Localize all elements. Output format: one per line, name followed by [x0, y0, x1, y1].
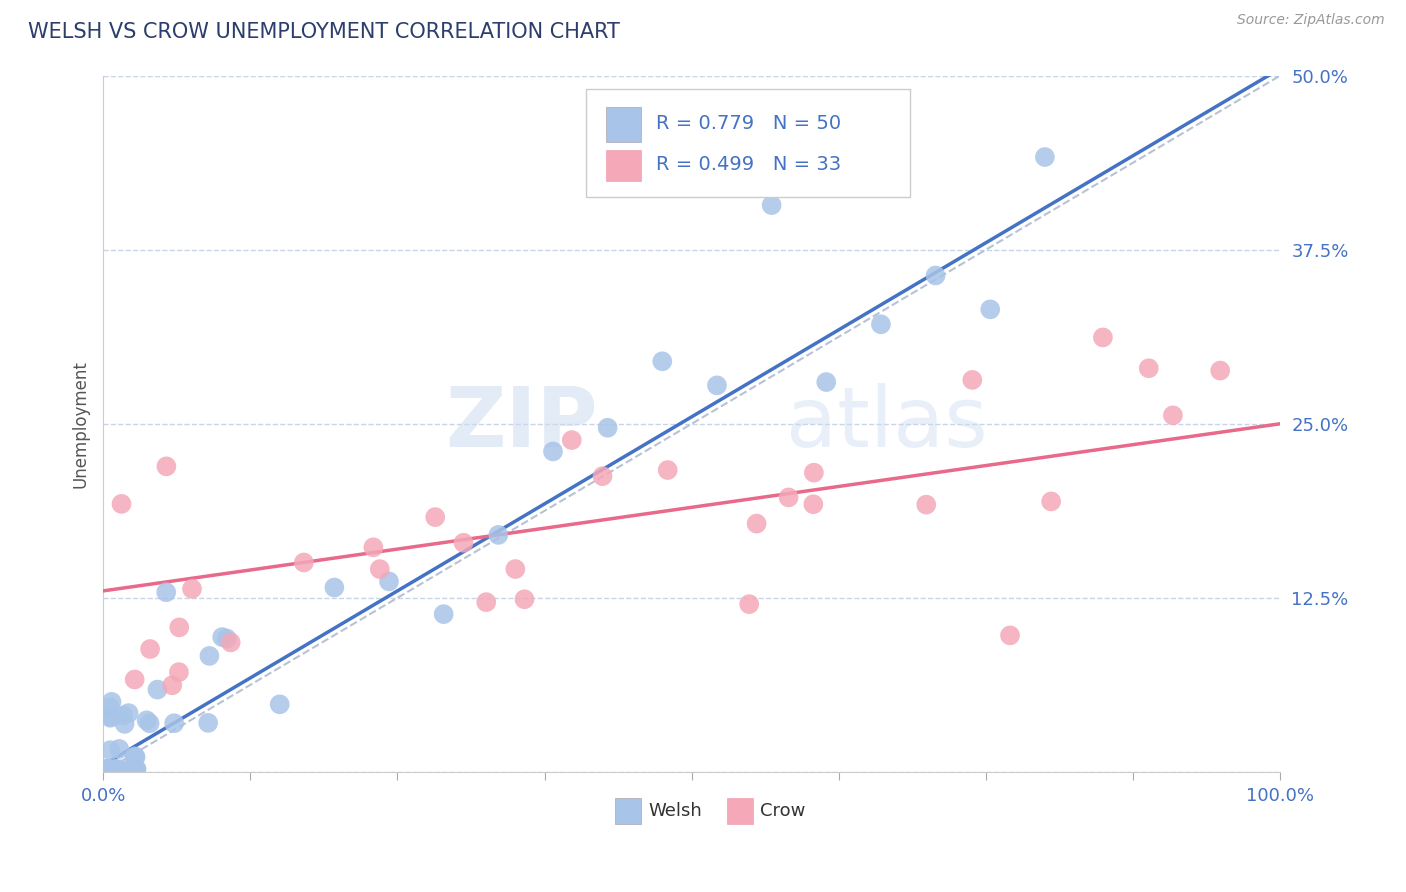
Point	[93, 762, 115, 776]
Point	[269, 698, 291, 712]
Point	[124, 762, 146, 776]
Point	[486, 528, 509, 542]
Point	[803, 466, 825, 480]
Point	[167, 620, 190, 634]
Point	[160, 678, 183, 692]
Point	[323, 581, 346, 595]
Point	[505, 562, 527, 576]
Point	[114, 717, 136, 731]
Point	[215, 632, 238, 646]
Point	[651, 354, 673, 368]
Point	[112, 708, 135, 723]
Point	[596, 421, 619, 435]
Point	[378, 574, 401, 589]
Point	[475, 595, 498, 609]
Text: Source: ZipAtlas.com: Source: ZipAtlas.com	[1237, 13, 1385, 28]
Point	[124, 750, 146, 764]
Point	[657, 463, 679, 477]
Point	[146, 682, 169, 697]
Point	[138, 716, 160, 731]
Point	[98, 700, 121, 714]
Point	[211, 630, 233, 644]
Point	[998, 628, 1021, 642]
Point	[155, 459, 177, 474]
Point	[163, 716, 186, 731]
Point	[915, 498, 938, 512]
Point	[745, 516, 768, 531]
Point	[155, 585, 177, 599]
Text: Welsh: Welsh	[648, 802, 702, 820]
Point	[110, 497, 132, 511]
Point	[198, 648, 221, 663]
Point	[94, 762, 117, 776]
Point	[453, 535, 475, 549]
Point	[98, 743, 121, 757]
Point	[97, 762, 120, 776]
Point	[592, 469, 614, 483]
Point	[778, 491, 800, 505]
Point	[197, 715, 219, 730]
Point	[124, 673, 146, 687]
Point	[94, 762, 117, 776]
Y-axis label: Unemployment: Unemployment	[72, 359, 89, 488]
Text: R = 0.779   N = 50: R = 0.779 N = 50	[657, 114, 842, 133]
Point	[815, 375, 838, 389]
Point	[181, 582, 204, 596]
Point	[363, 541, 385, 555]
Point	[368, 562, 391, 576]
Point	[292, 556, 315, 570]
Bar	[616, 797, 641, 824]
Point	[117, 706, 139, 720]
Point	[104, 762, 127, 776]
Point	[513, 592, 536, 607]
Point	[924, 268, 946, 283]
Text: ZIP: ZIP	[446, 384, 598, 464]
Point	[135, 714, 157, 728]
Point	[1161, 409, 1184, 423]
Point	[125, 762, 148, 776]
Point	[761, 198, 783, 212]
Text: atlas: atlas	[786, 384, 987, 464]
Point	[98, 711, 121, 725]
Point	[219, 635, 242, 649]
Point	[124, 749, 146, 764]
Point	[541, 444, 564, 458]
Text: Crow: Crow	[761, 802, 806, 820]
Point	[104, 762, 127, 776]
Point	[104, 762, 127, 776]
Point	[94, 762, 117, 776]
Point	[139, 642, 162, 657]
Point	[108, 762, 131, 776]
Point	[98, 762, 121, 776]
Bar	[606, 150, 641, 181]
Point	[738, 597, 761, 611]
Point	[98, 762, 121, 776]
Point	[1033, 150, 1056, 164]
Point	[100, 710, 122, 724]
Point	[1040, 494, 1063, 508]
Point	[108, 742, 131, 756]
Bar	[727, 797, 754, 824]
Bar	[606, 107, 641, 142]
Point	[979, 302, 1001, 317]
Point	[870, 318, 893, 332]
Point	[100, 695, 122, 709]
Point	[801, 497, 824, 511]
Point	[1209, 363, 1232, 377]
Point	[1137, 361, 1160, 376]
Point	[962, 373, 984, 387]
FancyBboxPatch shape	[586, 89, 910, 197]
Point	[125, 762, 148, 776]
Point	[167, 665, 190, 680]
Point	[706, 378, 728, 392]
Text: WELSH VS CROW UNEMPLOYMENT CORRELATION CHART: WELSH VS CROW UNEMPLOYMENT CORRELATION C…	[28, 22, 620, 42]
Text: R = 0.499   N = 33: R = 0.499 N = 33	[657, 155, 842, 174]
Point	[433, 607, 456, 621]
Point	[118, 762, 141, 776]
Point	[425, 510, 447, 524]
Point	[1091, 330, 1114, 344]
Point	[561, 433, 583, 447]
